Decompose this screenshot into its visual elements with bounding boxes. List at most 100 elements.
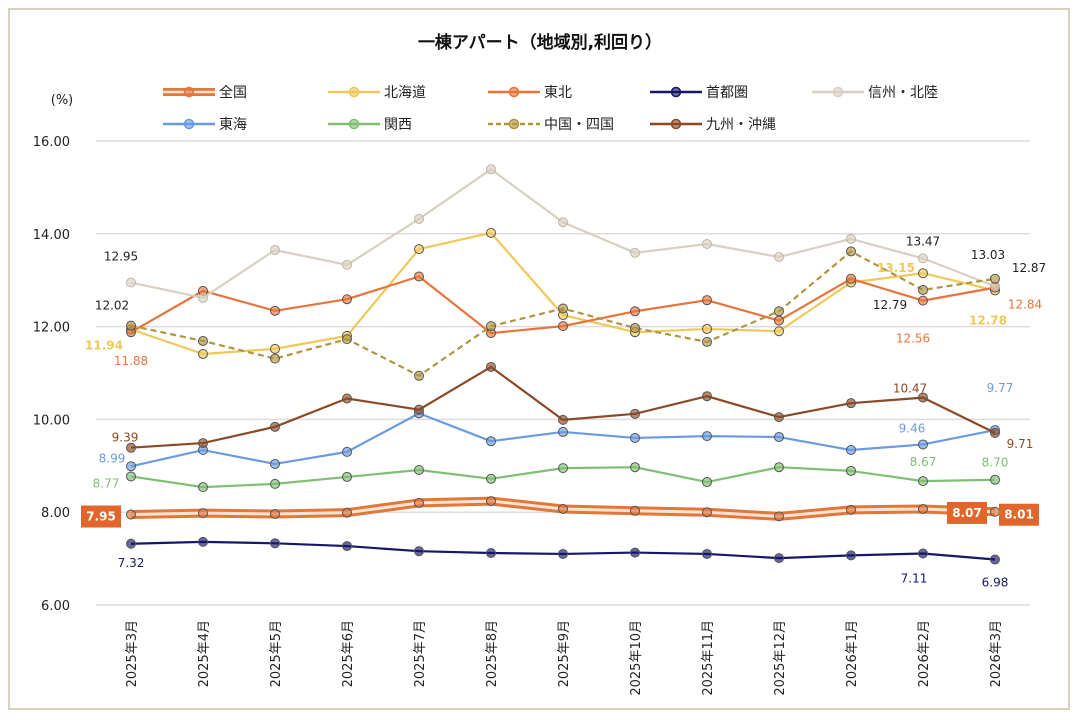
data-label: 10.47 (893, 382, 927, 396)
data-point (558, 321, 568, 332)
data-point (414, 370, 424, 381)
data-point (342, 393, 352, 404)
data-point (774, 412, 784, 423)
data-label-box (81, 505, 121, 528)
data-point (198, 536, 208, 547)
data-point (198, 348, 208, 359)
data-point (558, 217, 568, 228)
data-point (774, 511, 784, 522)
x-tick-label: 2026年3月 (989, 620, 1004, 687)
series-7 (126, 246, 1000, 381)
data-label: 12.87 (1012, 261, 1046, 275)
data-label: 12.78 (969, 313, 1007, 327)
data-label: 7.32 (118, 556, 145, 570)
legend-label: 北海道 (384, 85, 426, 101)
data-point (126, 442, 136, 453)
data-point (414, 497, 424, 508)
legend-item: 九州・沖縄 (650, 117, 776, 133)
x-tick-label: 2025年6月 (341, 620, 356, 687)
data-point (486, 321, 496, 332)
data-label: 12.79 (873, 298, 907, 312)
data-point (126, 277, 136, 288)
data-point (630, 306, 640, 317)
legend-marker (348, 86, 360, 98)
data-point (414, 546, 424, 557)
series-1 (126, 227, 1000, 359)
data-point (918, 392, 928, 403)
data-point (342, 471, 352, 482)
data-point (414, 464, 424, 475)
data-point (630, 462, 640, 473)
data-point (558, 303, 568, 314)
y-tick-label: 8.00 (41, 506, 70, 521)
data-label: 8.07 (952, 506, 982, 520)
data-label: 9.39 (112, 431, 139, 445)
data-point (126, 320, 136, 331)
data-point (126, 471, 136, 482)
data-label: 9.77 (987, 381, 1014, 395)
data-point (414, 404, 424, 415)
y-tick-label: 10.00 (33, 413, 70, 428)
data-label: 9.71 (1007, 437, 1034, 451)
legend-label: 東北 (544, 85, 572, 101)
legend-marker (183, 86, 195, 98)
data-point (918, 439, 928, 450)
legend-marker (670, 118, 682, 130)
data-point (846, 550, 856, 561)
data-point (918, 253, 928, 264)
data-point (990, 427, 1000, 438)
data-point (198, 292, 208, 303)
data-point (270, 509, 280, 520)
x-tick-label: 2025年4月 (197, 620, 212, 687)
data-point (702, 477, 712, 488)
data-point (990, 506, 1000, 517)
x-tick-label: 2025年12月 (773, 620, 788, 696)
data-point (486, 361, 496, 372)
legend-marker (508, 118, 520, 130)
series-line (130, 231, 996, 356)
data-point (702, 548, 712, 559)
x-tick-label: 2025年10月 (629, 620, 644, 696)
legend-label: 中国・四国 (544, 117, 614, 133)
data-point (342, 294, 352, 305)
chart-title: 一棟アパート（地域別,利回り） (418, 32, 662, 53)
data-point (990, 273, 1000, 284)
data-label: 8.99 (99, 451, 126, 465)
data-point (918, 476, 928, 487)
series-6 (126, 462, 1000, 493)
x-tick-label: 2025年5月 (269, 620, 284, 687)
legend-label: 首都圏 (706, 85, 748, 101)
x-tick-label: 2025年11月 (701, 620, 716, 696)
legend-label: 関西 (384, 117, 412, 133)
data-label-box (947, 501, 987, 524)
data-point (630, 247, 640, 258)
data-point (198, 482, 208, 493)
data-point (702, 431, 712, 442)
legend-marker (508, 86, 520, 98)
data-point (630, 505, 640, 516)
data-point (270, 458, 280, 469)
data-point (198, 508, 208, 519)
data-label: 13.47 (906, 234, 940, 248)
data-label: 11.94 (85, 338, 123, 352)
legend-item: 北海道 (328, 85, 426, 101)
y-tick-label: 6.00 (41, 599, 70, 614)
legend-item: 東海 (163, 117, 247, 133)
x-tick-label: 2025年7月 (413, 620, 428, 687)
legend-label: 信州・北陸 (868, 85, 938, 101)
x-tick-label: 2025年8月 (485, 620, 500, 687)
data-point (774, 462, 784, 473)
data-point (918, 548, 928, 559)
legend-marker (183, 118, 195, 130)
series-3 (126, 536, 1000, 565)
data-label: 8.77 (93, 476, 120, 490)
data-point (126, 461, 136, 472)
data-point (270, 421, 280, 432)
y-axis-label: (%) (51, 93, 74, 108)
x-tick-label: 2025年3月 (125, 620, 140, 687)
data-point (558, 426, 568, 437)
data-point (126, 509, 136, 520)
legend-item: 中国・四国 (488, 117, 614, 133)
data-point (846, 465, 856, 476)
